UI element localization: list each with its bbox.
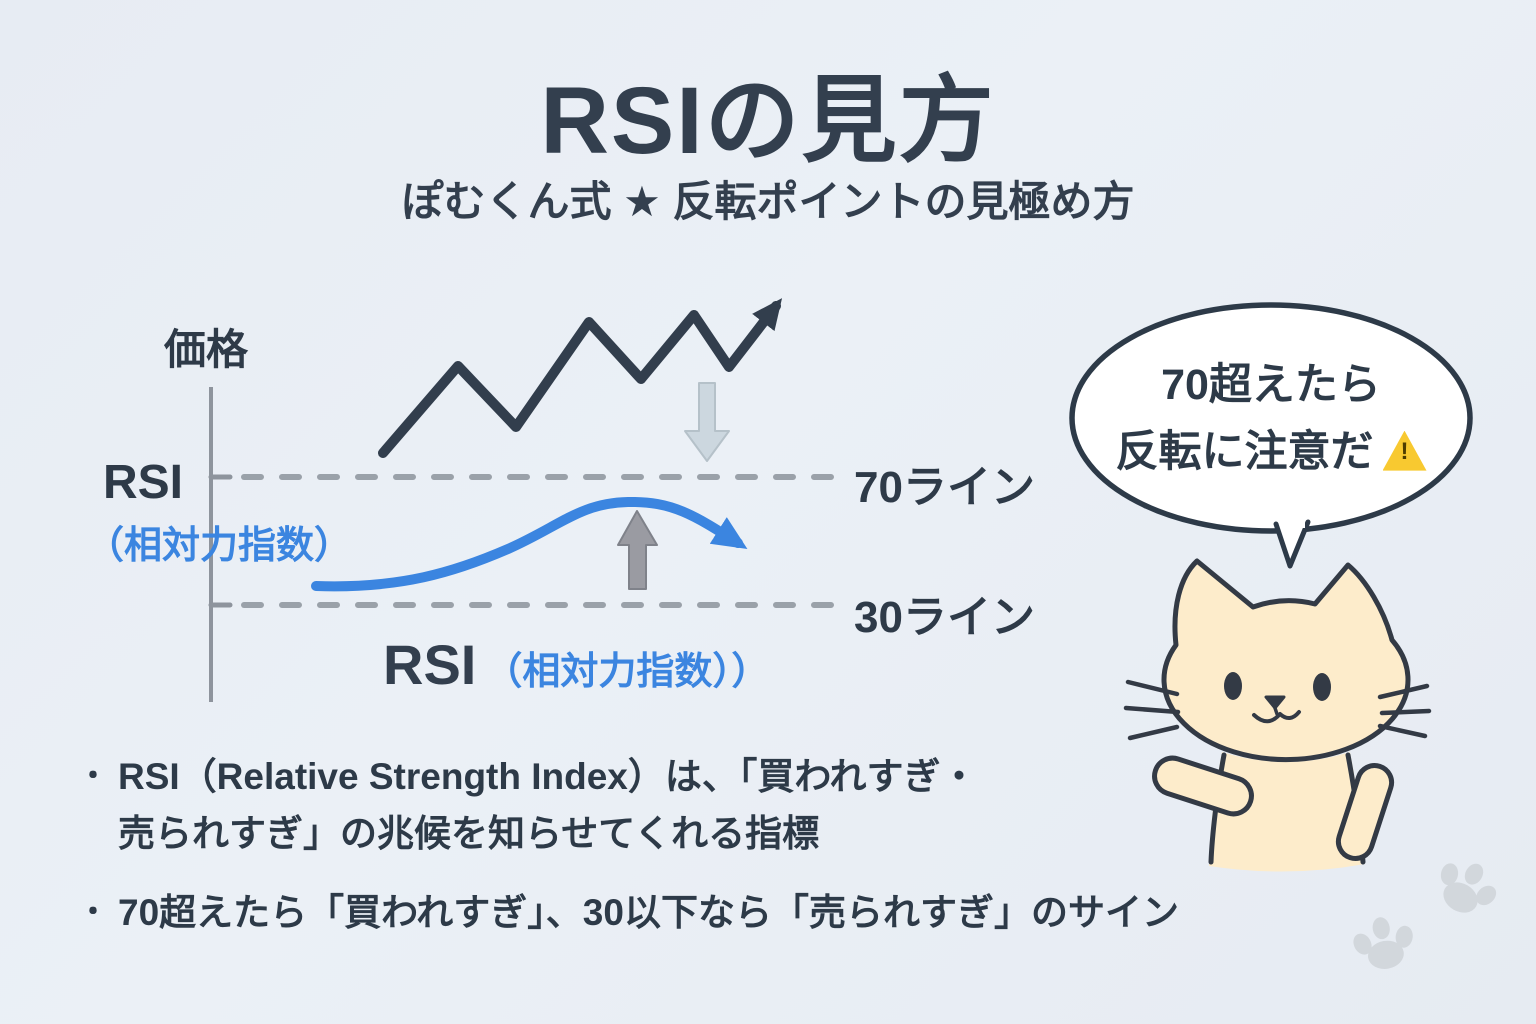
cat-character [1123, 558, 1432, 872]
price-axis-line [208, 387, 233, 702]
bullet-marker: ・ [78, 896, 108, 929]
cat-left-eye [1224, 672, 1242, 700]
bubble-line-2: 反転に注意だ! [1072, 419, 1470, 486]
page-title: RSIの見方 [540, 68, 996, 174]
bubble-line-1: 70超えたら [1161, 361, 1381, 409]
rsi-axis-label: RSI [103, 456, 184, 509]
price-axis-label: 価格 [164, 326, 249, 373]
note-2-line-1: 70超えたら「買われすぎ」、30以下なら「売られすぎ」のサイン [118, 892, 1179, 933]
list-item: ・ 70超えたら「買われすぎ」、30以下なら「売られすぎ」のサイン [78, 884, 1179, 941]
paw-print-icon [1440, 863, 1497, 913]
paw-print-icon [1353, 917, 1413, 969]
speech-bubble [1069, 302, 1473, 569]
note-1-line-1: RSI（Relative Strength Index）は、「買われすぎ・ [118, 756, 978, 797]
cat-head [1161, 558, 1411, 763]
arrow-up-icon [617, 510, 658, 590]
rsi-axis-sublabel: （相対力指数） [86, 525, 353, 567]
rsi-caption-main: RSI [383, 633, 477, 696]
notes-list: ・ RSI（Relative Strength Index）は、「買われすぎ・ … [78, 748, 1179, 941]
rsi-curve-line [311, 496, 748, 592]
rsi-caption-sublabel: （相対力指数）） [484, 651, 770, 693]
note-1-line-2: 売られすぎ」の兆候を知らせてくれる指標 [118, 813, 820, 854]
price-trend-line [378, 298, 783, 458]
line-30-label: 30ライン [854, 593, 1035, 642]
speech-bubble-text: 70超えたら 反転に注意だ! [1072, 352, 1470, 485]
cat-nose [1264, 695, 1286, 710]
cat-mouth [1252, 710, 1301, 724]
warning-icon: ! [1382, 430, 1427, 471]
cat-whiskers [1123, 679, 1432, 741]
rsi-caption: RSI （相対力指数）） [383, 632, 769, 697]
arrow-down-icon [684, 382, 730, 462]
cat-right-arm [1335, 763, 1395, 861]
list-item: ・ RSI（Relative Strength Index）は、「買われすぎ・ … [78, 748, 1179, 862]
line-70-label: 70ライン [854, 463, 1035, 512]
subtitle: ぽむくん式 ★ 反転ポイントの見極め方 [401, 178, 1135, 225]
cat-right-eye [1313, 673, 1331, 701]
cat-left-arm [1152, 755, 1254, 817]
bullet-marker: ・ [78, 760, 108, 793]
